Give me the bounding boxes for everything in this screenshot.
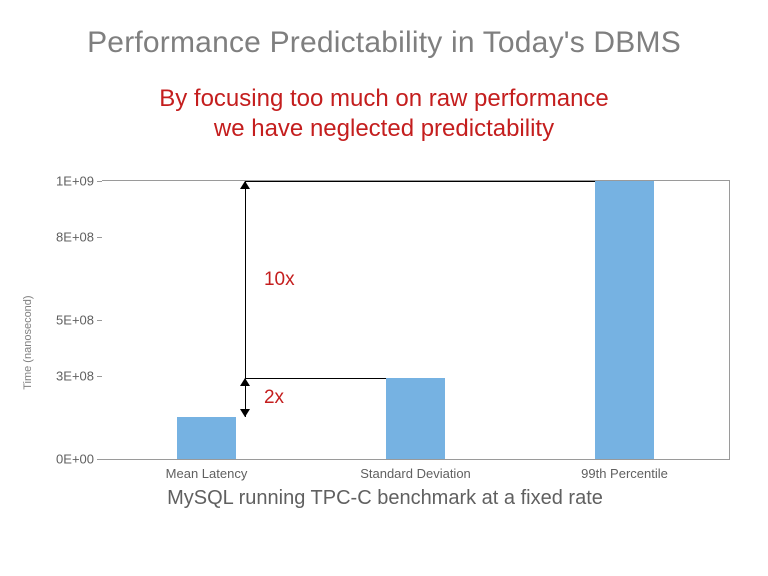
y-tick-label: 5E+08 <box>46 313 94 328</box>
y-tick <box>97 376 102 377</box>
y-tick-label: 0E+00 <box>46 452 94 467</box>
y-tick-label: 8E+08 <box>46 229 94 244</box>
y-tick <box>97 320 102 321</box>
bar <box>386 378 445 459</box>
x-tick-label: Standard Deviation <box>360 466 471 481</box>
x-tick-label: 99th Percentile <box>581 466 668 481</box>
annotation-line <box>245 378 386 379</box>
subtitle-line-2: we have neglected predictability <box>0 114 768 144</box>
subtitle-line-1: By focusing too much on raw performance <box>0 84 768 114</box>
bar <box>595 181 654 459</box>
annotation-arrow <box>240 409 250 417</box>
y-axis-label: Time (nanosecond) <box>22 295 34 389</box>
annotation-line <box>245 181 595 182</box>
slide-title: Performance Predictability in Today's DB… <box>0 0 768 60</box>
annotation-label: 2x <box>264 387 284 409</box>
chart-caption: MySQL running TPC-C benchmark at a fixed… <box>40 487 730 510</box>
y-tick <box>97 237 102 238</box>
annotation-arrow <box>240 181 250 189</box>
chart-container: Time (nanosecond) 0E+003E+085E+088E+081E… <box>40 180 730 510</box>
y-tick-label: 1E+09 <box>46 174 94 189</box>
annotation-arrow <box>240 378 250 386</box>
bar <box>177 417 236 459</box>
y-tick <box>97 181 102 182</box>
x-tick-label: Mean Latency <box>166 466 248 481</box>
slide-subtitle: By focusing too much on raw performance … <box>0 84 768 144</box>
plot-area: 0E+003E+085E+088E+081E+09Mean LatencySta… <box>102 180 730 460</box>
annotation-label: 10x <box>264 269 295 291</box>
y-tick-label: 3E+08 <box>46 368 94 383</box>
y-tick <box>97 459 102 460</box>
